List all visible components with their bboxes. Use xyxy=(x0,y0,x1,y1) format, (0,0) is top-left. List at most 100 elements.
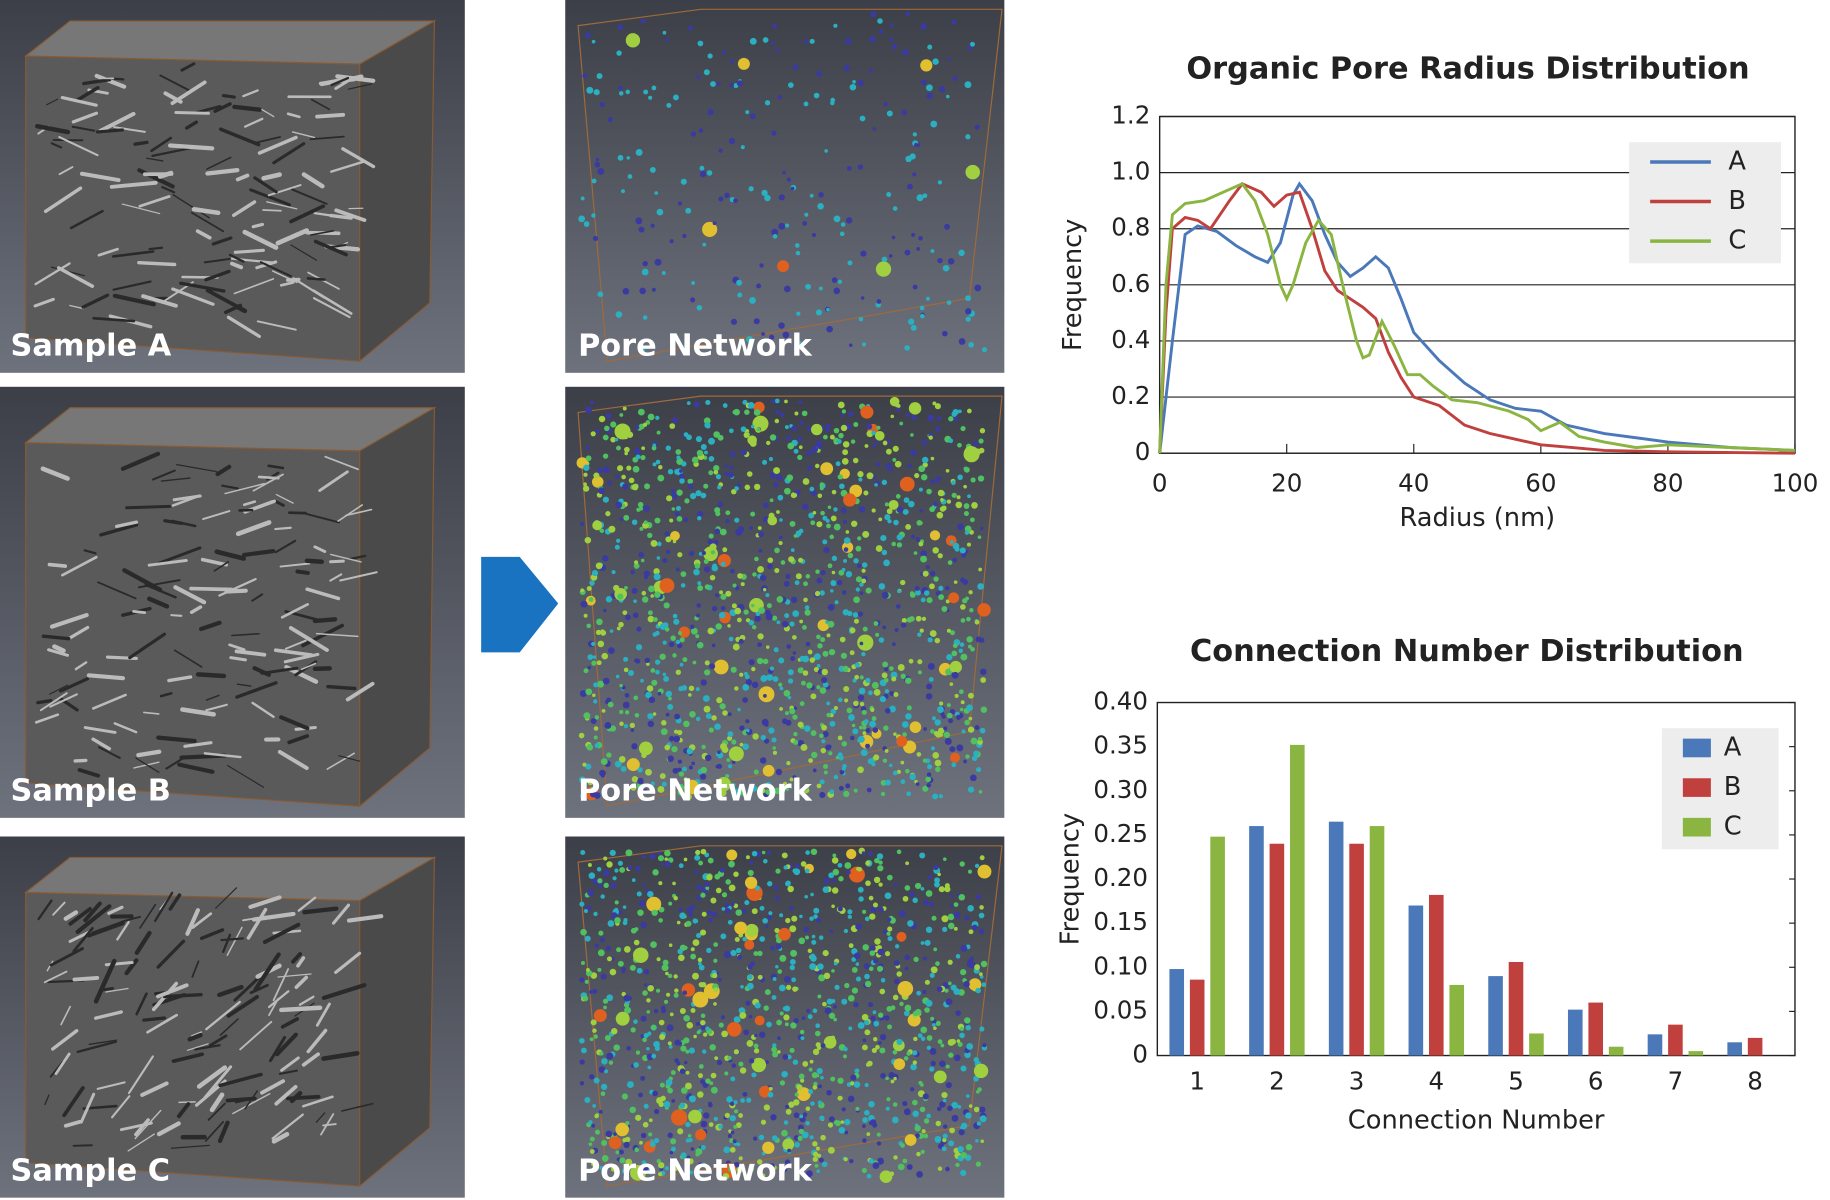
pore xyxy=(873,689,881,696)
pore xyxy=(922,899,929,906)
pore xyxy=(939,506,946,512)
pore xyxy=(868,1158,874,1164)
pore xyxy=(931,1023,936,1027)
pore xyxy=(953,988,961,996)
pore xyxy=(730,1130,735,1135)
pore xyxy=(767,563,773,570)
pore xyxy=(618,85,623,91)
pore xyxy=(784,711,789,716)
pore xyxy=(694,870,699,875)
texture xyxy=(309,135,345,141)
pore xyxy=(744,876,758,889)
pore xyxy=(886,1097,891,1102)
pore xyxy=(852,457,859,464)
pore xyxy=(600,629,607,636)
pore xyxy=(734,486,739,491)
texture xyxy=(194,1044,221,1051)
pore xyxy=(610,421,617,428)
pore xyxy=(846,217,853,224)
texture xyxy=(298,995,315,1006)
pore xyxy=(927,764,933,770)
pore xyxy=(893,732,897,736)
pore xyxy=(932,752,940,759)
pore xyxy=(751,681,759,689)
texture xyxy=(156,983,189,999)
x-axis-label: Radius (nm) xyxy=(1399,503,1555,533)
pore xyxy=(585,445,590,450)
texture xyxy=(153,891,174,923)
texture xyxy=(184,120,198,130)
pore xyxy=(971,502,978,509)
texture xyxy=(287,734,310,745)
pore xyxy=(615,1122,629,1137)
pore xyxy=(864,1019,870,1026)
texture xyxy=(290,244,318,261)
texture xyxy=(75,85,100,102)
pore xyxy=(949,660,962,674)
pore xyxy=(965,1024,971,1031)
pore xyxy=(968,978,982,991)
pore xyxy=(810,489,817,496)
bar xyxy=(1169,969,1185,1056)
pore xyxy=(717,501,723,508)
pore xyxy=(615,311,623,318)
texture xyxy=(58,166,74,176)
pore xyxy=(610,436,616,443)
pore xyxy=(816,1169,821,1173)
texture xyxy=(52,644,66,653)
pore xyxy=(837,401,845,409)
pore xyxy=(922,989,927,995)
pore xyxy=(936,511,944,519)
pore xyxy=(817,963,824,970)
pore xyxy=(707,539,713,545)
pore xyxy=(750,511,756,517)
pore xyxy=(801,410,808,417)
pore xyxy=(768,911,773,916)
pore xyxy=(926,84,933,92)
pore xyxy=(589,580,595,586)
pore xyxy=(640,18,646,24)
texture xyxy=(306,277,326,281)
pore xyxy=(846,707,853,714)
pore xyxy=(786,435,792,441)
bar xyxy=(1588,1002,1604,1056)
texture xyxy=(68,907,92,926)
pore xyxy=(692,972,699,980)
pore xyxy=(605,1130,613,1138)
pore xyxy=(757,642,762,647)
pore xyxy=(968,341,974,348)
pore xyxy=(585,763,592,770)
pore xyxy=(979,637,985,643)
pore xyxy=(673,992,679,998)
pore xyxy=(946,499,952,504)
pore xyxy=(735,947,742,954)
pore xyxy=(857,738,862,743)
pore xyxy=(874,938,881,945)
pore xyxy=(963,511,969,517)
texture xyxy=(262,922,301,945)
pore xyxy=(659,623,667,631)
pore xyxy=(602,555,609,562)
pore xyxy=(784,1022,789,1027)
pore xyxy=(893,519,899,526)
pore xyxy=(631,519,638,525)
x-tick-label: 1 xyxy=(1189,1066,1205,1095)
pore xyxy=(965,134,971,140)
texture xyxy=(43,970,68,984)
texture xyxy=(295,569,310,575)
pore xyxy=(784,613,790,619)
pore xyxy=(622,1171,630,1178)
pore xyxy=(828,1012,836,1019)
pore xyxy=(697,40,704,47)
pore xyxy=(868,966,874,972)
pore xyxy=(702,1049,707,1054)
texture xyxy=(159,692,173,698)
texture xyxy=(83,726,117,734)
pore xyxy=(794,1173,801,1179)
pore xyxy=(636,507,641,512)
pore xyxy=(937,180,943,185)
texture xyxy=(204,1121,225,1142)
pore xyxy=(682,233,687,239)
pore xyxy=(700,1013,706,1019)
pore xyxy=(810,892,814,897)
